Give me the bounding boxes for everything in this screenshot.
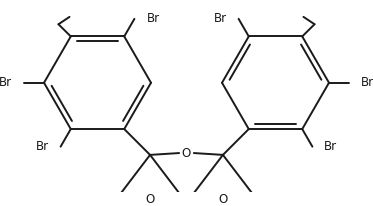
Text: Br: Br: [0, 76, 12, 89]
Text: O: O: [145, 193, 155, 206]
Text: Br: Br: [325, 140, 338, 153]
Text: O: O: [182, 146, 191, 160]
Text: Br: Br: [35, 140, 48, 153]
Text: Br: Br: [361, 76, 373, 89]
Text: Br: Br: [213, 12, 227, 25]
Text: Br: Br: [146, 12, 160, 25]
Text: O: O: [218, 193, 228, 206]
